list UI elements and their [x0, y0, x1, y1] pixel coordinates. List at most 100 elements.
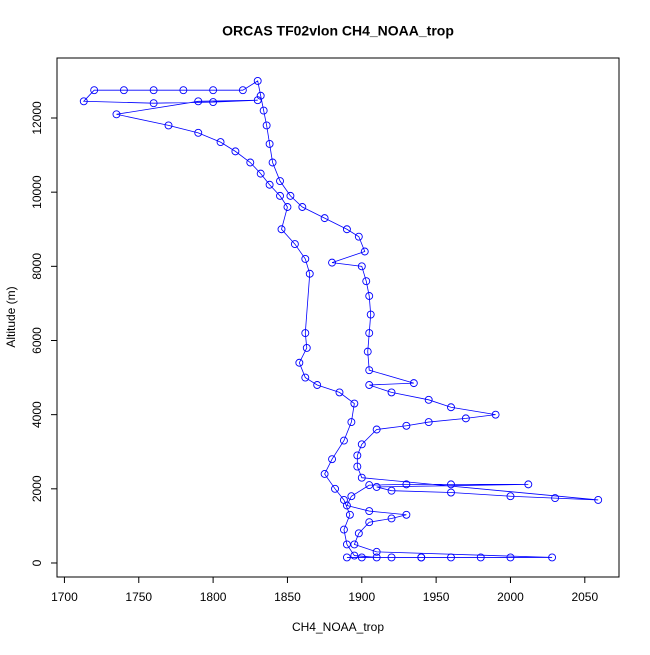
- data-point: [366, 310, 375, 319]
- x-tick-label: 1950: [423, 590, 450, 604]
- data-point: [424, 418, 433, 427]
- x-tick-label: 2000: [497, 590, 524, 604]
- data-point: [295, 358, 304, 367]
- data-point: [424, 395, 433, 404]
- y-tick-label: 6000: [30, 327, 44, 354]
- data-point: [79, 97, 88, 106]
- data-point: [402, 510, 411, 519]
- x-tick-label: 1900: [348, 590, 375, 604]
- data-point: [262, 121, 271, 130]
- data-point: [353, 462, 362, 471]
- data-point: [365, 366, 374, 375]
- data-point: [305, 269, 314, 278]
- data-point: [253, 76, 262, 85]
- x-axis-label: CH4_NOAA_trop: [292, 620, 384, 634]
- data-line: [82, 80, 599, 558]
- data-point: [372, 425, 381, 434]
- data-point: [256, 169, 265, 178]
- data-point: [506, 492, 515, 501]
- data-point: [447, 480, 455, 489]
- data-point: [447, 488, 455, 497]
- data-point: [149, 99, 158, 108]
- data-point: [357, 473, 366, 482]
- data-point: [357, 553, 366, 562]
- data-point: [268, 158, 277, 167]
- data-point: [357, 262, 366, 271]
- data-point: [372, 547, 381, 556]
- data-point: [339, 525, 348, 534]
- data-point: [90, 86, 99, 95]
- data-point: [354, 232, 363, 241]
- data-point: [335, 388, 344, 397]
- data-point: [551, 494, 560, 503]
- data-point: [347, 492, 356, 501]
- data-point: [231, 147, 240, 156]
- data-point: [320, 214, 329, 223]
- y-tick-label: 8000: [30, 253, 44, 280]
- data-point: [302, 343, 311, 352]
- x-tick-label: 1700: [51, 590, 78, 604]
- data-point: [259, 106, 268, 115]
- data-point: [339, 436, 348, 445]
- data-point: [216, 138, 225, 147]
- data-point: [548, 553, 557, 562]
- data-point: [342, 540, 351, 549]
- data-point: [354, 529, 363, 538]
- x-tick-label: 2050: [571, 590, 598, 604]
- data-point: [328, 455, 337, 464]
- data-point: [276, 177, 284, 185]
- data-point: [372, 483, 381, 491]
- data-point: [209, 98, 218, 107]
- chart-title: ORCAS TF02vlon CH4_NOAA_trop: [222, 23, 454, 39]
- data-point: [119, 86, 128, 95]
- data-point: [365, 329, 374, 338]
- data-point: [238, 86, 247, 95]
- data-point: [194, 128, 203, 137]
- data-point: [387, 486, 396, 495]
- data-point: [265, 180, 274, 189]
- data-point: [461, 414, 470, 423]
- data-point: [313, 381, 322, 389]
- data-point: [276, 191, 284, 200]
- data-point: [265, 140, 274, 148]
- data-point: [350, 399, 359, 408]
- data-point: [320, 470, 329, 478]
- x-tick-label: 1750: [125, 590, 152, 604]
- y-tick-label: 0: [30, 559, 44, 566]
- data-point: [179, 86, 188, 95]
- data-point: [365, 507, 374, 516]
- data-point: [402, 480, 411, 489]
- data-point: [417, 553, 426, 562]
- data-point: [246, 158, 255, 167]
- data-point: [328, 258, 337, 267]
- data-point: [447, 553, 455, 562]
- data-point: [301, 254, 310, 263]
- data-point: [301, 373, 310, 382]
- data-point: [298, 203, 307, 211]
- data-point: [347, 418, 356, 427]
- data-point: [365, 518, 374, 527]
- data-point: [342, 225, 351, 234]
- data-point: [353, 451, 362, 460]
- data-point: [209, 86, 218, 95]
- y-tick-label: 4000: [30, 401, 44, 428]
- data-point: [387, 553, 396, 562]
- data-point: [524, 480, 533, 489]
- x-tick-label: 1850: [274, 590, 301, 604]
- data-point: [357, 440, 366, 449]
- data-point: [402, 421, 411, 430]
- y-tick-label: 10000: [30, 175, 44, 209]
- data-point: [194, 97, 203, 106]
- data-point: [594, 495, 603, 504]
- data-point: [365, 481, 374, 490]
- x-tick-label: 1800: [200, 590, 227, 604]
- data-point: [491, 410, 500, 419]
- data-point: [372, 553, 381, 562]
- data-point: [360, 247, 369, 256]
- data-point: [339, 495, 348, 504]
- data-point: [149, 86, 158, 95]
- data-point: [342, 553, 351, 562]
- data-point: [331, 484, 339, 493]
